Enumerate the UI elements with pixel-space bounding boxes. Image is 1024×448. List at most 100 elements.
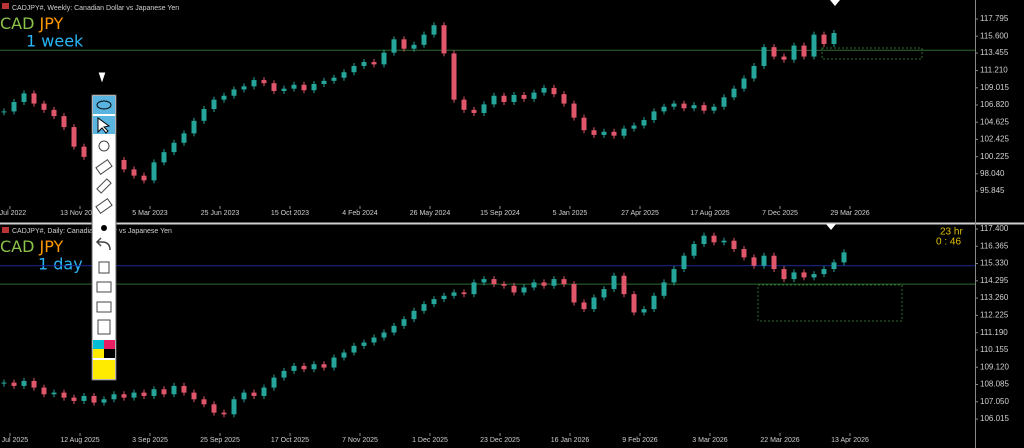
x-tick-label: 3 Sep 2025 (132, 437, 168, 444)
candle (271, 377, 277, 388)
color-cyan[interactable] (93, 340, 104, 349)
candle (341, 352, 347, 358)
eraser-button[interactable] (95, 159, 113, 175)
clipboard-button[interactable] (97, 319, 111, 335)
y-tick-label: 98.040 (980, 169, 1005, 178)
candle (211, 404, 217, 413)
candle (541, 87, 547, 93)
candle (461, 99, 467, 110)
y-tick-label: 112.225 (980, 311, 1009, 320)
candle (131, 392, 137, 398)
candle (681, 103, 687, 109)
symbol: CAD JPY (0, 237, 64, 256)
candle (531, 282, 537, 288)
candle (781, 269, 787, 280)
candle (31, 93, 37, 104)
symbol-base: CAD (0, 237, 34, 256)
candle (171, 385, 177, 395)
candle (431, 299, 437, 305)
candle (361, 62, 367, 66)
x-tick-label: 23 Dec 2025 (480, 437, 520, 444)
timer-hours: 23 hr (940, 227, 963, 238)
candle (491, 95, 497, 105)
y-tick-label: 108.085 (980, 380, 1009, 389)
x-tick-label: 7 Nov 2025 (342, 437, 378, 444)
candle (521, 287, 527, 293)
current-color[interactable] (93, 360, 115, 379)
candle (51, 392, 57, 395)
color-black[interactable] (104, 349, 115, 358)
candle (791, 45, 797, 60)
x-tick-label: 31 Jul 2025 (0, 437, 28, 444)
x-tick-label: 1 Dec 2025 (412, 437, 448, 444)
candle (221, 95, 227, 100)
candle (511, 94, 517, 103)
candle (771, 47, 777, 57)
candle (121, 394, 127, 398)
candle (201, 399, 207, 405)
eye-button[interactable] (93, 96, 115, 114)
eraser-all-button[interactable] (95, 198, 113, 214)
candle (721, 240, 727, 243)
candle (211, 99, 217, 110)
template-button[interactable] (96, 281, 112, 293)
x-tick-label: 5 Mar 2023 (132, 210, 168, 217)
candle (281, 88, 287, 92)
candle (31, 380, 37, 388)
candle (281, 370, 287, 378)
candle (451, 292, 457, 296)
candle (481, 279, 487, 283)
candle (801, 272, 807, 278)
candle (481, 104, 487, 113)
color-yellow[interactable] (93, 349, 104, 358)
candle (151, 162, 157, 181)
candle (121, 159, 127, 170)
candle (471, 282, 477, 295)
delete-button[interactable] (98, 261, 110, 274)
undo-button[interactable] (95, 237, 111, 251)
candle (181, 133, 187, 143)
eye-icon (96, 100, 112, 110)
hide-button[interactable] (98, 140, 110, 152)
candle (711, 106, 717, 111)
color-magenta[interactable] (104, 340, 115, 349)
candle (201, 109, 207, 121)
candle (761, 47, 767, 66)
x-tick-label: 7 Dec 2025 (762, 210, 798, 217)
candle (641, 309, 647, 313)
candle (701, 235, 707, 245)
y-tick-label: 110.155 (980, 345, 1009, 354)
ruler-button[interactable] (96, 178, 112, 194)
pen-icon[interactable] (97, 71, 107, 86)
candle (311, 83, 317, 91)
candle (81, 146, 87, 157)
candle (411, 44, 417, 49)
y-tick-label: 109.015 (980, 83, 1009, 92)
candle (291, 84, 297, 89)
candle (311, 364, 317, 370)
x-tick-label: 25 Jun 2023 (201, 210, 240, 217)
candle (301, 365, 307, 370)
screenshot-button[interactable] (96, 301, 112, 313)
candle (51, 109, 57, 117)
candle (651, 295, 657, 310)
candle (561, 94, 567, 104)
candle (11, 102, 17, 112)
candle (691, 244, 697, 256)
candle (351, 65, 357, 73)
x-tick-label: 25 Sep 2025 (200, 437, 240, 444)
y-tick-label: 116.365 (980, 241, 1009, 250)
candle (351, 345, 357, 353)
candle (401, 39, 407, 49)
dot-button[interactable] (101, 225, 107, 231)
x-tick-label: 13 Nov 2022 (60, 210, 100, 217)
candle (341, 72, 347, 78)
candle (651, 111, 657, 121)
y-tick-label: 100.225 (980, 152, 1009, 161)
candle (671, 269, 677, 283)
candle (541, 282, 547, 286)
candle (321, 80, 327, 84)
candle (371, 337, 377, 343)
candle (251, 80, 257, 87)
